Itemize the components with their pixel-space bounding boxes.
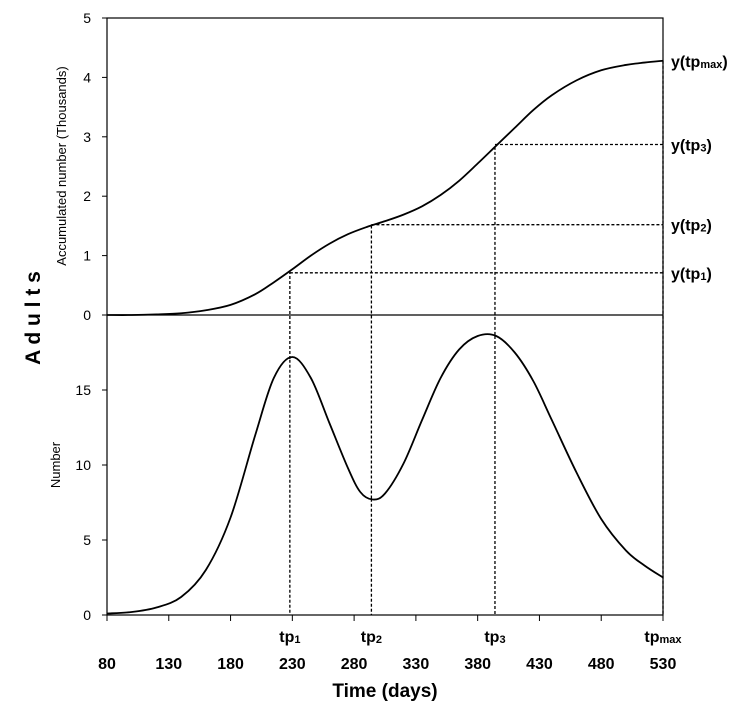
plot-area: 0 1 2 3 4 5 0 5 10 15 80 130 180 230 280 330 380 430 480 53… [75,10,727,673]
turning-point-label: tp3 [484,629,505,646]
x-tick-label: 230 [279,656,306,673]
top-y-tick-label: 4 [83,69,91,85]
number-curve [106,333,664,615]
top-y-tick-label: 3 [83,129,91,145]
bottom-y-axis-label: Number [48,441,63,488]
top-y-tick-label: 0 [83,307,91,323]
y-level-annotation: y(tp1) [671,266,712,283]
y-level-annotation: y(tp2) [671,218,712,235]
x-axis-title: Time (days) [332,681,437,702]
x-tick-label: 430 [526,656,553,673]
top-y-tick-label: 5 [83,10,91,26]
bottom-y-tick-label: 15 [75,382,91,398]
x-tick-label: 380 [464,656,491,673]
bottom-y-tick-label: 0 [83,607,91,623]
bottom-y-tick-label: 5 [83,532,91,548]
plot-frame [106,17,664,616]
accumulated-curve [106,59,664,316]
top-y-tick-label: 2 [83,188,91,204]
top-y-axis-label: Accumulated number (Thousands) [54,66,69,265]
x-tick-label: 280 [341,656,368,673]
y-level-annotation: y(tpmax) [671,54,728,71]
y-level-annotation: y(tp3) [671,138,712,155]
bottom-y-tick-label: 10 [75,457,91,473]
turning-point-label: tp2 [361,629,382,646]
turning-point-label: tp1 [279,629,300,646]
x-tick-label: 80 [98,656,116,673]
x-tick-label: 180 [217,656,244,673]
x-tick-label: 130 [155,656,182,673]
x-tick-label: 530 [650,656,677,673]
top-y-tick-label: 1 [83,248,91,264]
side-title: A d u l t s [22,271,45,365]
x-tick-label: 480 [588,656,615,673]
turning-point-label: tpmax [644,629,682,646]
x-tick-label: 330 [403,656,430,673]
